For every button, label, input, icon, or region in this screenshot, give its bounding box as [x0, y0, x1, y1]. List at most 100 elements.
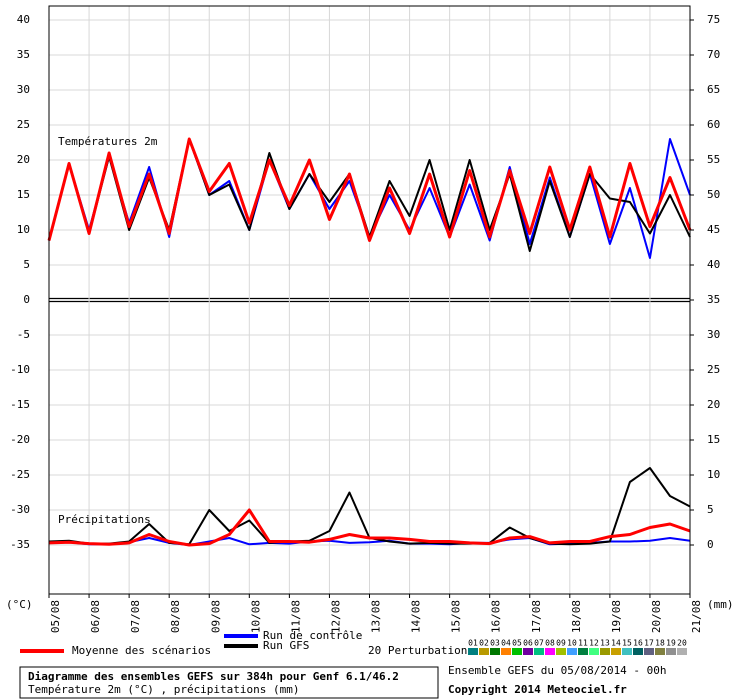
- y-axis-unit: (°C): [6, 598, 33, 611]
- y2-tick-label: 20: [707, 398, 720, 411]
- perturbation-swatch: [523, 648, 533, 655]
- y2-tick-label: 60: [707, 118, 720, 131]
- footer-subtitle: Température 2m (°C) , précipitations (mm…: [28, 683, 300, 696]
- x-tick-label: 06/08: [89, 600, 102, 633]
- y-tick-label: -20: [10, 433, 30, 446]
- perturbation-number: 06: [523, 639, 533, 648]
- x-tick-label: 13/08: [370, 600, 383, 633]
- legend-label: Moyenne des scénarios: [72, 644, 211, 657]
- perturbation-number: 17: [644, 639, 654, 648]
- perturbation-number: 08: [545, 639, 555, 648]
- y2-tick-label: 10: [707, 468, 720, 481]
- perturbation-number: 05: [512, 639, 522, 648]
- y-tick-label: 5: [23, 258, 30, 271]
- perturbation-swatch: [589, 648, 599, 655]
- legend-label: Run GFS: [263, 639, 309, 652]
- y2-tick-label: 70: [707, 48, 720, 61]
- perturbation-number: 16: [633, 639, 643, 648]
- perturbation-swatch: [501, 648, 511, 655]
- x-tick-label: 15/08: [450, 600, 463, 633]
- perturbation-number: 15: [622, 639, 632, 648]
- legend: Moyenne des scénarios Run de contrôle Ru…: [20, 629, 687, 657]
- copyright: Copyright 2014 Meteociel.fr: [448, 683, 627, 696]
- y2-tick-label: 30: [707, 328, 720, 341]
- perturbation-number: 04: [501, 639, 511, 648]
- perturbation-swatch: [578, 648, 588, 655]
- panel-label: Températures 2m: [58, 135, 158, 148]
- perturbation-swatch: [677, 648, 687, 655]
- y-tick-label: 20: [17, 153, 30, 166]
- perturbation-swatch: [490, 648, 500, 655]
- y2-tick-label: 35: [707, 293, 720, 306]
- perturbation-number: 20: [677, 639, 687, 648]
- y-tick-label: -25: [10, 468, 30, 481]
- y2-tick-label: 50: [707, 188, 720, 201]
- y-tick-label: 15: [17, 188, 30, 201]
- y-tick-label: 25: [17, 118, 30, 131]
- y2-axis-unit: (mm): [707, 598, 734, 611]
- perturbation-number: 07: [534, 639, 544, 648]
- perturbation-number: 09: [556, 639, 566, 648]
- y2-tick-label: 55: [707, 153, 720, 166]
- legend-label: Run de contrôle: [263, 629, 362, 642]
- perturbation-number: 12: [589, 639, 599, 648]
- y-tick-label: -15: [10, 398, 30, 411]
- perturbation-number: 01: [468, 639, 478, 648]
- y-tick-label: -30: [10, 503, 30, 516]
- panel-label: Précipitations: [58, 513, 151, 526]
- perturbation-number: 19: [666, 639, 676, 648]
- y-tick-label: -35: [10, 538, 30, 551]
- x-tick-label: 19/08: [610, 600, 623, 633]
- y-tick-label: -5: [17, 328, 30, 341]
- perturbation-swatch: [611, 648, 621, 655]
- y2-tick-label: 15: [707, 433, 720, 446]
- footer-box: [19, 666, 439, 699]
- perturbation-swatch: [633, 648, 643, 655]
- precipitation-line: [48, 508, 691, 547]
- y2-tick-label: 0: [707, 538, 714, 551]
- perturbation-number: 02: [479, 639, 489, 648]
- perturbation-swatch: [545, 648, 555, 655]
- perturbation-swatch: [666, 648, 676, 655]
- footer-title: Diagramme des ensembles GEFS sur 384h po…: [28, 670, 399, 683]
- y-tick-label: 0: [23, 293, 30, 306]
- x-tick-label: 16/08: [490, 600, 503, 633]
- perturbation-swatch: [567, 648, 577, 655]
- x-tick-label: 12/08: [329, 600, 342, 633]
- y2-tick-label: 75: [707, 13, 720, 26]
- perturbation-swatch: [655, 648, 665, 655]
- perturbation-swatch: [479, 648, 489, 655]
- perturbation-number: 10: [567, 639, 577, 648]
- x-tick-label: 18/08: [570, 600, 583, 633]
- x-tick-label: 21/08: [690, 600, 703, 633]
- perturbation-number: 03: [490, 639, 500, 648]
- perturbation-number: 14: [611, 639, 621, 648]
- y2-tick-label: 25: [707, 363, 720, 376]
- y-tick-label: 35: [17, 48, 30, 61]
- y2-tick-label: 65: [707, 83, 720, 96]
- y-tick-label: 40: [17, 13, 30, 26]
- y-tick-label: 10: [17, 223, 30, 236]
- y2-tick-label: 5: [707, 503, 714, 516]
- perturbation-number: 11: [578, 639, 588, 648]
- perturbation-swatch: [468, 648, 478, 655]
- y2-tick-label: 40: [707, 258, 720, 271]
- run-info: Ensemble GEFS du 05/08/2014 - 00h: [448, 664, 667, 677]
- perturbation-swatch: [556, 648, 566, 655]
- x-tick-label: 05/08: [49, 600, 62, 633]
- x-tick-label: 09/08: [209, 600, 222, 633]
- perturbation-legend: 01 02 03 04 05 06 07 08 09 10 11 12 13 14 15 16 17 18 19 20: [468, 639, 687, 655]
- x-tick-label: 08/08: [169, 600, 182, 633]
- y-tick-label: 30: [17, 83, 30, 96]
- x-tick-label: 10/08: [249, 600, 262, 633]
- y2-tick-label: 45: [707, 223, 720, 236]
- temperature-line: [47, 137, 692, 242]
- perturbation-swatch: [512, 648, 522, 655]
- plot-area: [47, 6, 692, 594]
- perturbation-swatch: [600, 648, 610, 655]
- perturbation-number: 18: [655, 639, 665, 648]
- legend-label: 20 Perturbations: [368, 644, 474, 657]
- perturbation-number: 13: [600, 639, 610, 648]
